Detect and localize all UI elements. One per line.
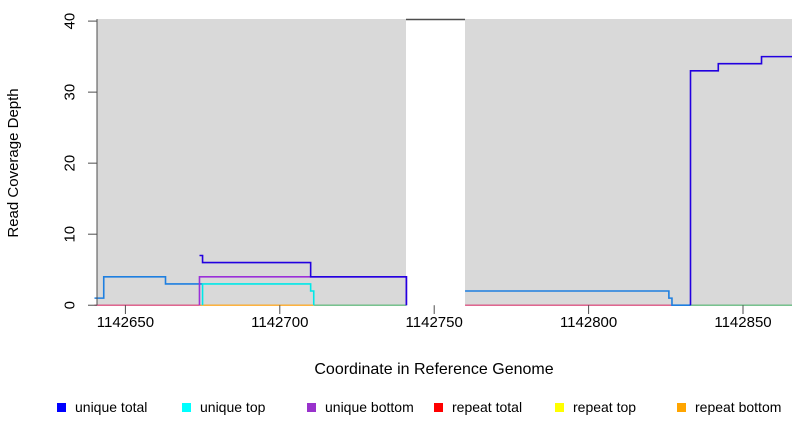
- svg-text:repeat top: repeat top: [573, 399, 636, 415]
- svg-text:1142700: 1142700: [251, 314, 308, 331]
- svg-text:1142650: 1142650: [97, 314, 154, 331]
- svg-text:1142850: 1142850: [714, 314, 771, 331]
- svg-text:unique total: unique total: [75, 399, 147, 415]
- svg-text:0: 0: [62, 301, 79, 309]
- svg-text:Read Coverage Depth: Read Coverage Depth: [5, 88, 22, 237]
- svg-text:10: 10: [62, 226, 79, 243]
- svg-text:1142750: 1142750: [406, 314, 463, 331]
- svg-text:repeat bottom: repeat bottom: [695, 399, 781, 415]
- svg-text:unique bottom: unique bottom: [325, 399, 414, 415]
- svg-text:unique top: unique top: [200, 399, 266, 415]
- svg-text:repeat total: repeat total: [452, 399, 522, 415]
- svg-text:30: 30: [62, 84, 79, 101]
- svg-text:40: 40: [62, 13, 79, 30]
- svg-text:1142800: 1142800: [560, 314, 617, 331]
- svg-text:20: 20: [62, 155, 79, 172]
- svg-text:Coordinate in Reference Genome: Coordinate in Reference Genome: [314, 361, 553, 378]
